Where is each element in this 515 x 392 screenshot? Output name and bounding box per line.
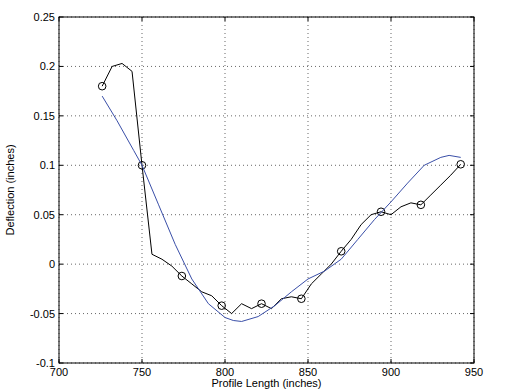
- grid-line: [225, 17, 226, 363]
- tick-mark: [225, 17, 226, 21]
- marker: [337, 247, 345, 255]
- marker: [457, 160, 465, 168]
- y-tick-label: 0.2: [40, 60, 55, 72]
- tick-mark: [470, 165, 474, 166]
- y-tick-label: 0.1: [40, 159, 55, 171]
- y-tick-label: 0.05: [34, 209, 55, 221]
- plot-frame: [59, 17, 474, 363]
- tick-mark: [308, 359, 309, 363]
- marker: [218, 302, 226, 310]
- grid-line: [142, 17, 143, 363]
- tick-mark: [225, 359, 226, 363]
- marker: [258, 300, 266, 308]
- tick-mark: [391, 17, 392, 21]
- grid-line: [308, 17, 309, 363]
- y-axis-label: Deflection (inches): [4, 144, 16, 235]
- grid-line: [391, 17, 392, 363]
- marker: [178, 272, 186, 280]
- data: [98, 63, 464, 321]
- grid-line: [59, 313, 474, 314]
- tick-mark: [142, 359, 143, 363]
- series-line: [102, 63, 461, 313]
- marker: [98, 82, 106, 90]
- tick-mark: [59, 313, 63, 314]
- series-line: [102, 96, 461, 321]
- marker: [298, 295, 306, 303]
- tick-mark: [470, 214, 474, 215]
- marker: [417, 201, 425, 209]
- tick-mark: [59, 66, 63, 67]
- tick-mark: [391, 359, 392, 363]
- tick-mark: [59, 115, 63, 116]
- grid-line: [59, 165, 474, 166]
- chart: 700750800850900950-0.1-0.0500.050.10.150…: [0, 0, 515, 392]
- x-tick-label: 950: [465, 366, 483, 378]
- tick-mark: [470, 264, 474, 265]
- tick-mark: [59, 214, 63, 215]
- grid: [59, 17, 474, 363]
- plot-area: [59, 17, 474, 363]
- x-tick-label: 900: [382, 366, 400, 378]
- tick-mark: [470, 313, 474, 314]
- y-tick-label: 0.15: [34, 110, 55, 122]
- tick-mark: [470, 66, 474, 67]
- tick-mark: [470, 115, 474, 116]
- tick-mark: [142, 17, 143, 21]
- grid-line: [59, 214, 474, 215]
- y-tick-label: 0: [49, 258, 55, 270]
- grid-line: [59, 264, 474, 265]
- x-tick-label: 750: [133, 366, 151, 378]
- grid-line: [59, 115, 474, 116]
- x-axis-label: Profile Length (inches): [211, 377, 321, 389]
- y-tick-label: 0.25: [34, 11, 55, 23]
- tick-mark: [59, 264, 63, 265]
- grid-line: [59, 66, 474, 67]
- y-tick-label: -0.05: [30, 308, 55, 320]
- tick-mark: [59, 165, 63, 166]
- y-tick-label: -0.1: [36, 357, 55, 369]
- tick-mark: [308, 17, 309, 21]
